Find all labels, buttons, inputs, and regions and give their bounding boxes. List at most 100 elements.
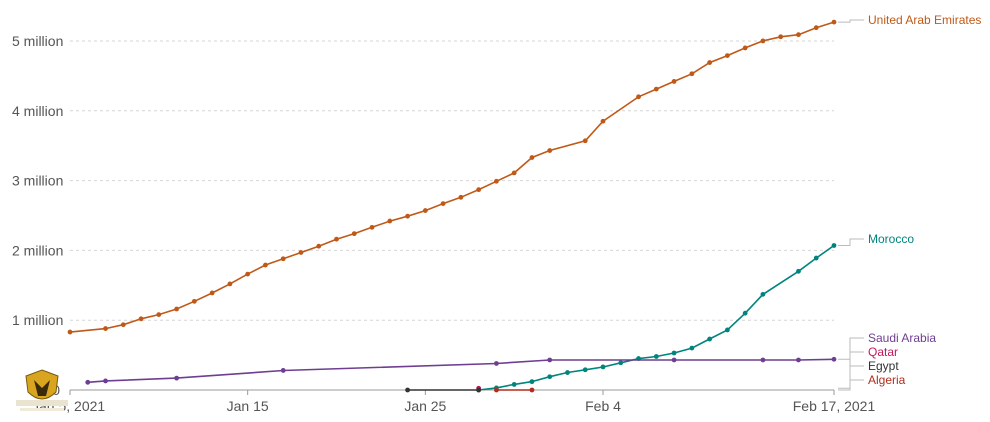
data-point [689, 345, 695, 351]
data-point [582, 138, 588, 144]
data-point [724, 327, 730, 333]
data-point [742, 45, 748, 51]
data-point [653, 354, 659, 359]
watermark-logo-icon [16, 369, 68, 411]
data-point [191, 298, 197, 304]
data-point [547, 357, 553, 363]
data-point [813, 255, 819, 261]
data-point [760, 38, 766, 44]
data-point [600, 118, 606, 124]
data-point [120, 322, 126, 328]
series-label: Qatar [868, 345, 898, 359]
data-point [760, 291, 766, 297]
data-point [387, 218, 393, 224]
data-point [707, 60, 713, 65]
label-leader-line [838, 365, 864, 391]
data-point [796, 268, 801, 274]
data-point [280, 368, 286, 373]
y-tick-label: 2 million [12, 242, 63, 258]
data-point [103, 326, 108, 331]
data-point [67, 329, 73, 335]
data-point [582, 367, 588, 373]
label-leader-line [838, 379, 864, 391]
series-label: Egypt [868, 359, 899, 373]
series-label: Algeria [868, 373, 906, 387]
label-leader-line [838, 19, 864, 23]
data-point [813, 25, 819, 31]
data-point [227, 281, 233, 287]
data-point [600, 364, 606, 370]
data-point [529, 379, 535, 385]
data-point [742, 310, 748, 316]
data-point [405, 387, 410, 393]
data-point [831, 19, 837, 25]
data-point [671, 350, 677, 356]
data-point [511, 170, 517, 176]
data-point [316, 243, 322, 249]
data-point [671, 357, 677, 363]
grid-layer [70, 40, 834, 391]
x-tick-label: Feb 4 [585, 398, 621, 414]
data-point [547, 148, 553, 153]
data-point [671, 79, 677, 84]
data-point [156, 312, 162, 318]
data-point [653, 86, 659, 92]
data-point [209, 290, 215, 296]
label-leader-line [838, 351, 864, 389]
data-point [724, 53, 730, 59]
y-tick-label: 1 million [12, 312, 63, 328]
data-point [422, 208, 428, 213]
data-point [707, 336, 713, 342]
x-tick-label: Feb 17, 2021 [793, 398, 876, 414]
data-point [778, 34, 784, 40]
data-point [760, 357, 766, 363]
data-point [565, 370, 570, 375]
data-point [85, 379, 91, 385]
data-point [263, 262, 268, 268]
data-point [280, 256, 286, 262]
label-leader-line [838, 337, 864, 360]
data-point [831, 243, 837, 248]
data-point [476, 387, 482, 393]
series-layer [67, 19, 837, 393]
data-point [494, 178, 499, 184]
data-point [298, 250, 304, 255]
data-point [529, 387, 535, 393]
data-point [494, 387, 499, 393]
series-line [478, 244, 835, 391]
data-point [405, 213, 410, 219]
data-point [476, 187, 482, 193]
x-tick-label: Jan 15 [227, 398, 269, 414]
data-point [796, 32, 801, 38]
data-point [440, 201, 446, 207]
data-point [547, 374, 553, 380]
x-tick-label: Jan 25 [404, 398, 446, 414]
data-point [334, 236, 339, 242]
data-point [103, 378, 108, 384]
series-line [87, 358, 835, 384]
label-layer: United Arab Emirates Morocco Saudi ArabiaQ… [838, 13, 981, 391]
y-tick-label: 3 million [12, 173, 63, 189]
label-leader-line [838, 238, 864, 246]
data-point [796, 357, 801, 363]
data-point [831, 356, 837, 362]
data-point [529, 155, 535, 160]
data-point [351, 231, 357, 237]
data-point [689, 71, 695, 77]
series-label: United Arab Emirates [868, 13, 981, 27]
data-point [138, 316, 144, 322]
data-point [369, 224, 375, 230]
data-point [458, 194, 464, 200]
y-tick-label: 4 million [12, 103, 63, 119]
y-tick-label: 5 million [12, 33, 63, 49]
series-line [69, 21, 835, 333]
data-point [636, 94, 641, 100]
data-point [174, 375, 180, 381]
data-point [494, 361, 499, 366]
data-point [245, 271, 251, 277]
series-label: Saudi Arabia [868, 331, 936, 345]
data-point [511, 382, 517, 387]
